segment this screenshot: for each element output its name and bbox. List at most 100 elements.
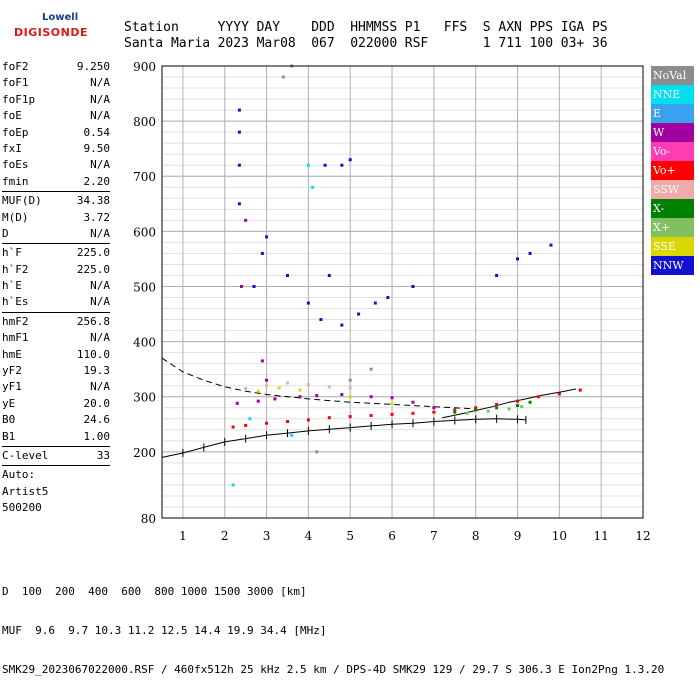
parameter-value: 33 — [96, 448, 110, 462]
data-point-vo — [557, 392, 561, 396]
data-point-x — [486, 409, 490, 413]
header-cell: FFS — [443, 20, 468, 35]
parameter-row: hmE 110.0 — [2, 347, 110, 363]
data-point-vo — [453, 408, 457, 412]
data-point-nnw — [252, 284, 256, 288]
data-point-vo — [265, 421, 269, 425]
data-point-nne — [248, 417, 252, 421]
legend-item-x: X- — [651, 199, 694, 218]
plot-points — [231, 64, 582, 487]
station-header: Station YYYY DAY DDD HHMMSS P1 FFS S AXN PPS IGA PS… — [124, 20, 608, 52]
data-point-vo — [327, 416, 331, 420]
data-point-nnw — [528, 251, 532, 255]
parameter-row: yE 20.0 — [2, 396, 110, 412]
header-cell: DAY — [256, 20, 281, 35]
separator — [2, 465, 110, 467]
distance-row: D 100 200 400 600 800 1000 1500 3000 [km… — [2, 585, 664, 598]
data-point-sse — [256, 389, 260, 393]
legend-item-sse: SSE — [651, 237, 694, 256]
data-point-w — [244, 218, 248, 222]
parameter-value: 256.8 — [76, 314, 110, 328]
data-point-w — [239, 284, 243, 288]
parameter-value: 2.20 — [83, 174, 111, 188]
muf-row: MUF 9.6 9.7 10.3 11.2 12.5 14.4 19.9 34.… — [2, 624, 664, 637]
logo-line1: Lowell — [42, 12, 79, 23]
parameter-label: foF2 — [2, 60, 29, 73]
legend-item-nnw: NNW — [651, 256, 694, 275]
y-tick-label: 80 — [141, 512, 156, 526]
parameter-value: 20.0 — [83, 396, 111, 410]
data-point-nnw — [516, 257, 520, 261]
polarization-legend: NoVal NNE E W Vo- Vo+ SSW X- X+ SSE NNW — [651, 66, 694, 275]
parameter-value: 225.0 — [76, 246, 110, 260]
parameter-label: h`F2 — [2, 262, 29, 276]
y-tick-label: 300 — [133, 391, 156, 405]
y-tick-label: 900 — [133, 60, 156, 74]
data-point-ssw — [306, 383, 310, 387]
data-point-sse — [390, 401, 394, 405]
parameter-row: foEs N/A — [2, 157, 110, 173]
data-point-nnw — [237, 130, 241, 134]
data-point-noval — [281, 75, 285, 79]
data-point-ssw — [348, 386, 352, 390]
header-cell: S — [482, 20, 491, 35]
legend-item-w: W — [651, 123, 694, 142]
y-tick-label: 700 — [133, 170, 156, 184]
digisonde-logo: Lowell DIGISONDE — [4, 6, 124, 46]
data-point-vo — [348, 415, 352, 419]
parameter-label: fxI — [2, 141, 22, 155]
data-point-nnw — [237, 202, 241, 206]
d-label: D — [2, 585, 9, 598]
header-cell: P1 — [404, 20, 421, 35]
data-point-sse — [298, 388, 302, 392]
parameter-label: M(D) — [2, 210, 29, 224]
parameter-row: B0 24.6 — [2, 412, 110, 428]
x-tick-label: 7 — [430, 529, 438, 543]
x-tick-label: 12 — [635, 529, 650, 543]
parameter-value: 0.54 — [83, 125, 111, 139]
data-point-nnw — [411, 284, 415, 288]
data-point-nnw — [237, 163, 241, 167]
data-point-nnw — [373, 301, 377, 305]
data-point-vo — [231, 425, 235, 429]
parameter-row: yF1 N/A — [2, 379, 110, 395]
data-point-ssw — [244, 386, 248, 390]
data-point-vo — [578, 388, 582, 392]
parameter-label: h`F — [2, 246, 22, 260]
parameter-label: hmF2 — [2, 314, 29, 328]
separator — [2, 243, 110, 245]
data-point-nnw — [285, 273, 289, 277]
parameter-row: B1 1.00 — [2, 429, 110, 445]
parameter-label: yF1 — [2, 380, 22, 394]
parameter-label: Artist5 — [2, 484, 49, 498]
header-cell: RSF — [404, 36, 429, 51]
x-tick-label: 8 — [472, 529, 480, 543]
legend-item-noval: NoVal — [651, 66, 694, 85]
data-point-nnw — [265, 235, 269, 239]
y-tick-label: 600 — [133, 225, 156, 239]
x-tick-label: 6 — [388, 529, 396, 543]
data-point-vo — [516, 399, 520, 403]
parameter-label: hmF1 — [2, 331, 29, 345]
data-point-vo — [244, 423, 248, 427]
parameter-row: Artist5 — [2, 484, 110, 500]
data-point-ssw — [265, 384, 269, 388]
header-cell: DDD — [311, 20, 335, 35]
parameter-value: N/A — [90, 226, 110, 240]
data-point-nnw — [340, 163, 344, 167]
data-point-w — [390, 396, 394, 400]
data-point-x — [520, 405, 524, 409]
parameter-row: h`F 225.0 — [2, 245, 110, 261]
parameter-value: N/A — [90, 76, 110, 90]
parameter-label: h`Es — [2, 295, 29, 309]
data-point-nnw — [237, 108, 241, 112]
data-point-nnw — [260, 251, 264, 255]
separator — [2, 191, 110, 193]
x-tick-label: 4 — [305, 529, 313, 543]
parameter-row: Auto: — [2, 467, 110, 483]
separator — [2, 445, 110, 447]
parameter-row: yF2 19.3 — [2, 363, 110, 379]
data-point-nnw — [549, 243, 553, 247]
data-point-w — [315, 394, 319, 398]
